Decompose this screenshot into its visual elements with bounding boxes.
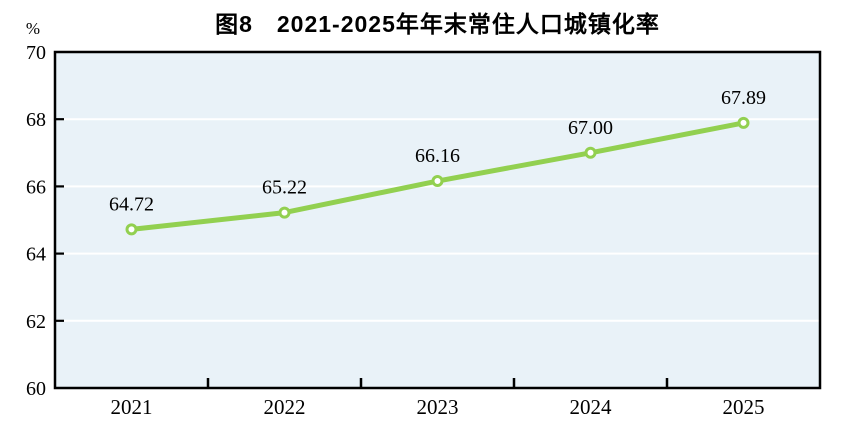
data-point-marker bbox=[278, 206, 291, 219]
data-point-marker bbox=[737, 116, 750, 129]
data-point-label: 66.16 bbox=[415, 145, 460, 167]
data-point-label: 67.89 bbox=[721, 87, 766, 109]
chart-title: 图8 2021-2025年年末常住人口城镇化率 bbox=[215, 11, 660, 37]
y-tick-label: 66 bbox=[26, 176, 46, 198]
data-point-marker bbox=[125, 223, 138, 236]
x-tick-label: 2024 bbox=[570, 395, 613, 419]
y-tick-label: 68 bbox=[26, 109, 46, 131]
y-axis-unit-label: % bbox=[26, 19, 40, 38]
x-tick-label: 2022 bbox=[264, 395, 306, 419]
x-tick-label: 2021 bbox=[111, 395, 153, 419]
y-tick-label: 70 bbox=[26, 42, 46, 64]
plot-area bbox=[55, 52, 820, 388]
y-tick-label: 60 bbox=[26, 378, 46, 400]
x-tick-label: 2025 bbox=[723, 395, 765, 419]
y-tick-label: 62 bbox=[26, 311, 46, 333]
data-point-label: 67.00 bbox=[568, 117, 613, 139]
data-point-label: 65.22 bbox=[262, 177, 307, 199]
y-tick-label: 64 bbox=[26, 244, 46, 266]
data-point-marker bbox=[584, 146, 597, 159]
plot-border bbox=[53, 50, 822, 390]
x-tick-label: 2023 bbox=[417, 395, 459, 419]
data-point-marker bbox=[431, 175, 444, 188]
data-point-label: 64.72 bbox=[109, 193, 154, 215]
